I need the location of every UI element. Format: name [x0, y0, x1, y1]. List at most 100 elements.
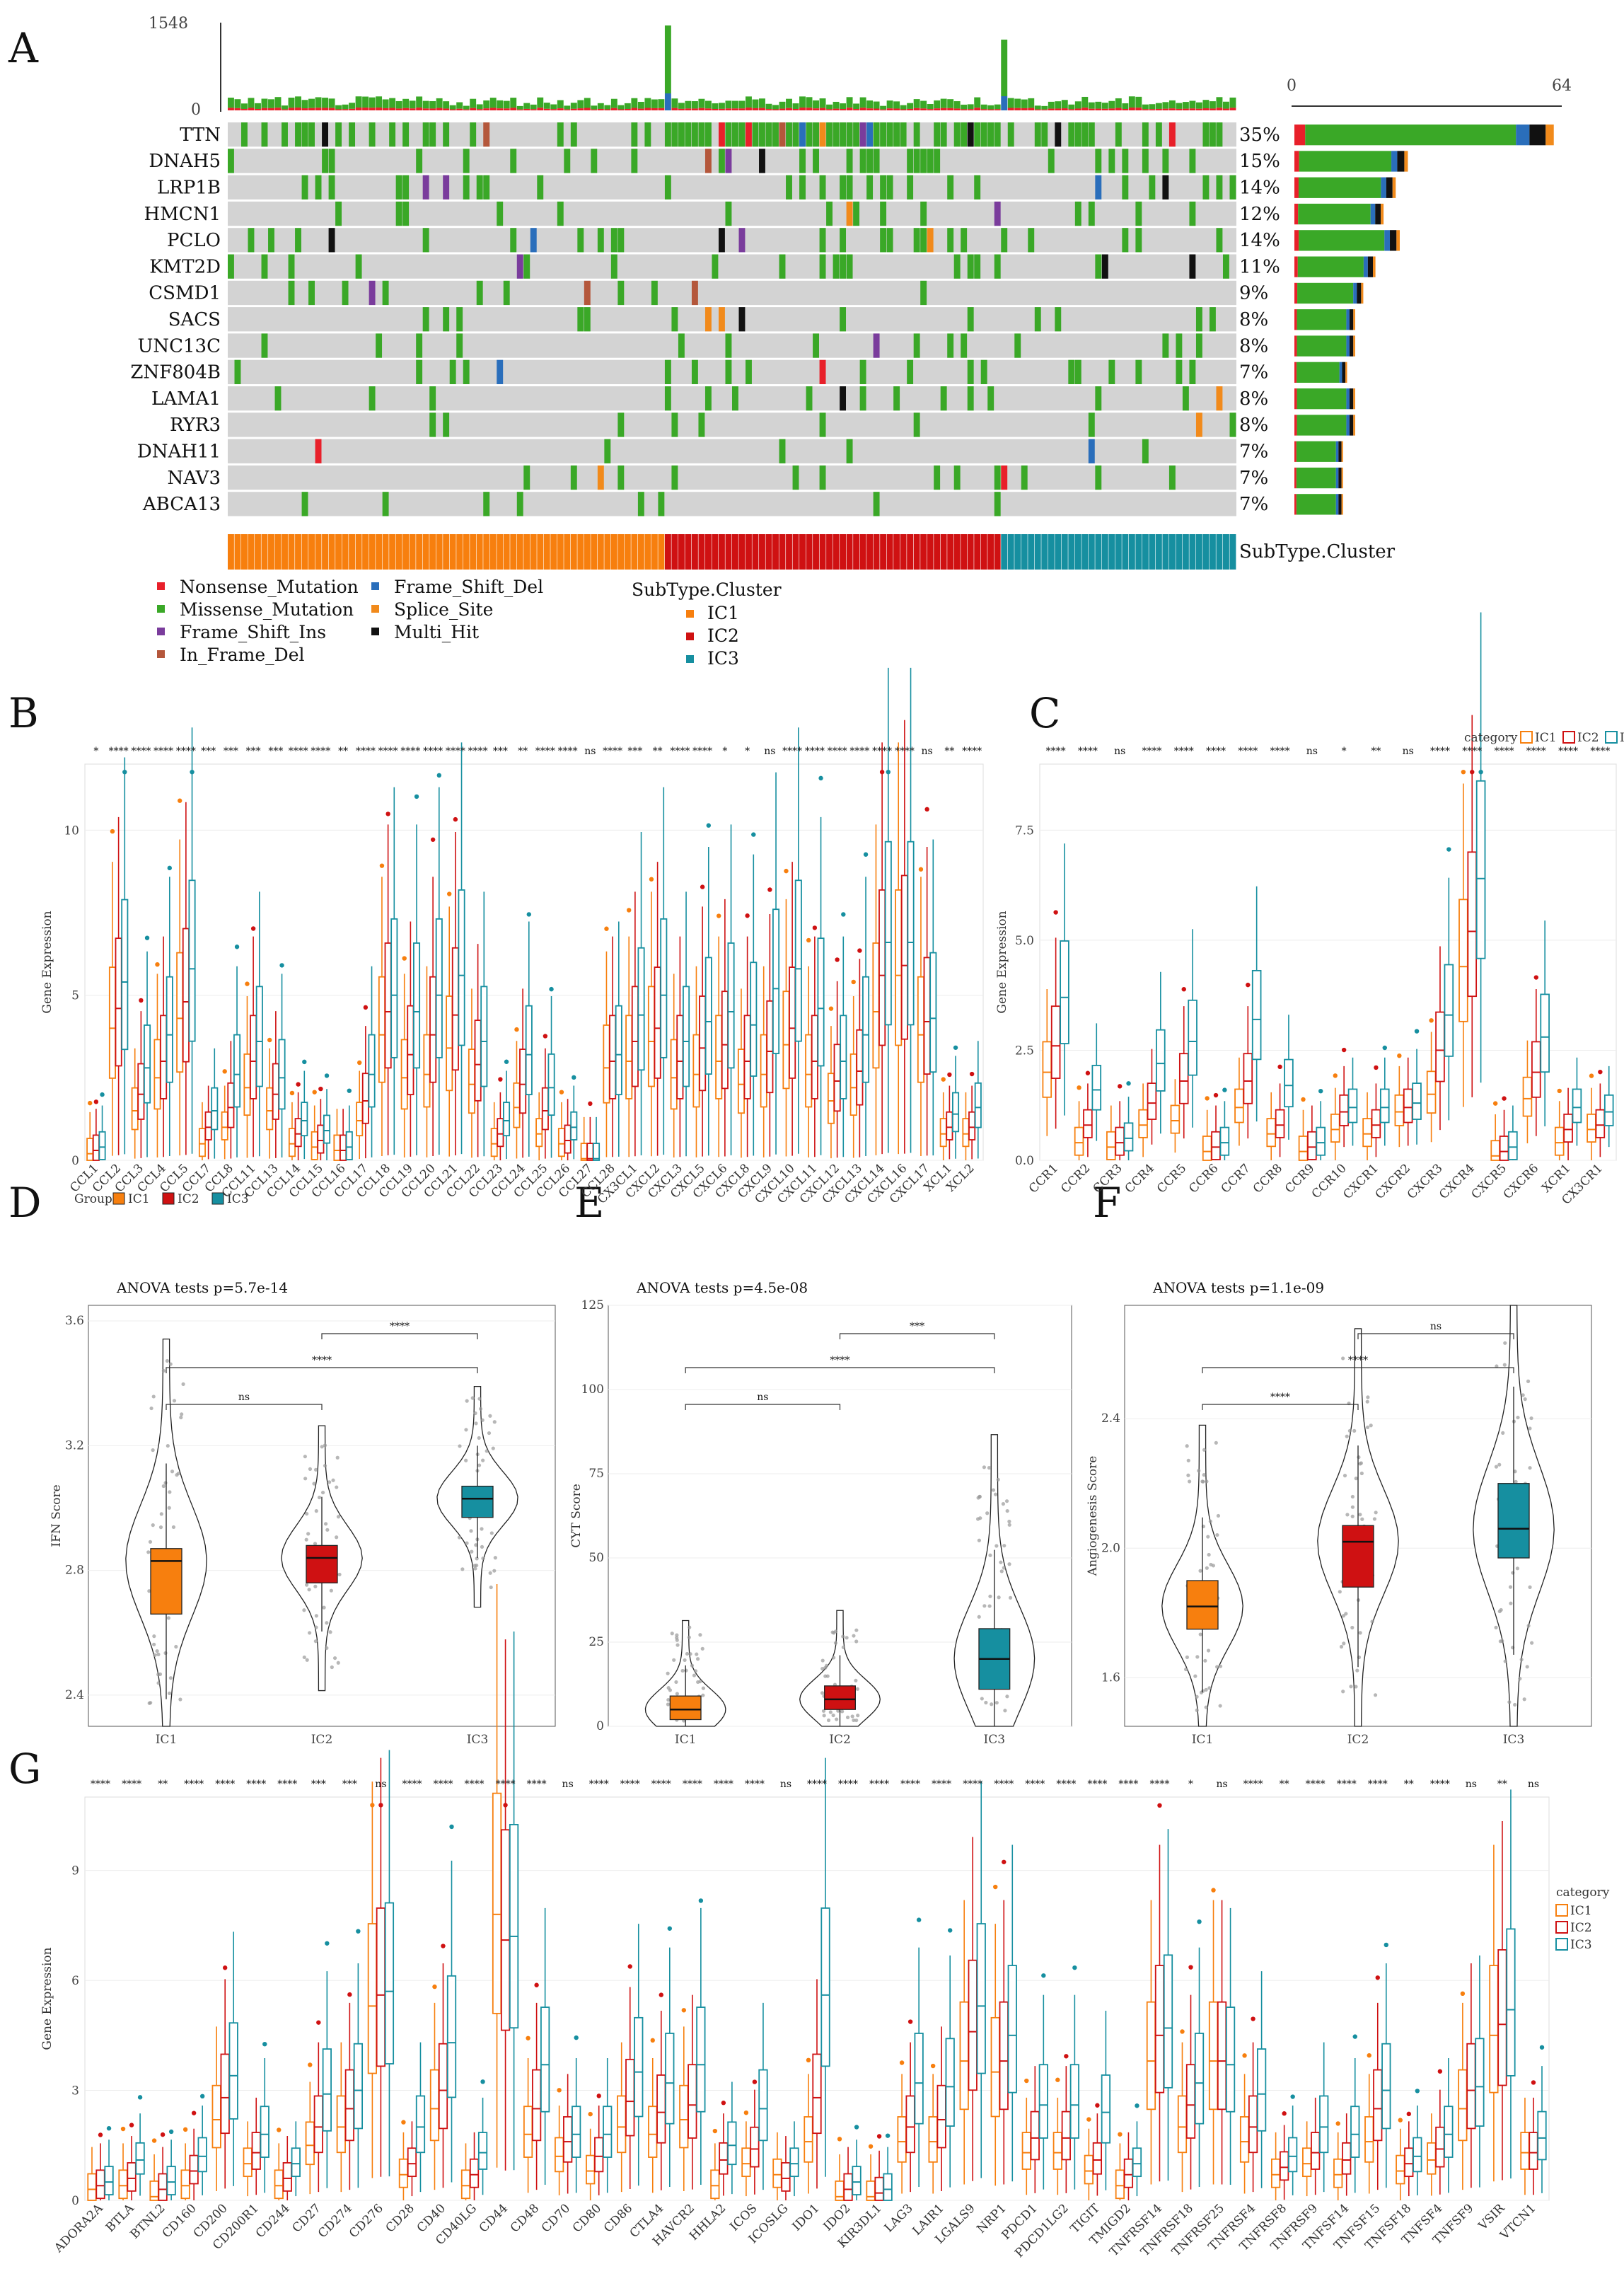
mutation-cell — [799, 122, 806, 147]
jitter-point — [307, 1588, 311, 1592]
box-IC2 — [609, 1015, 617, 1099]
gene-mutation-bar — [1361, 282, 1364, 304]
box-IC3 — [323, 1114, 331, 1144]
tmb-bar — [328, 98, 335, 108]
right-axis-max: 64 — [1552, 77, 1572, 95]
gene-percent: 8% — [1239, 309, 1268, 330]
jitter-point — [473, 1411, 477, 1416]
box-IC2 — [563, 2116, 573, 2163]
significance-label: * — [745, 746, 750, 757]
outlier-point — [627, 1964, 632, 1969]
jitter-point — [166, 1443, 170, 1448]
mutation-cell — [301, 122, 308, 147]
mutation-cell — [422, 307, 429, 332]
box-IC1 — [617, 2095, 627, 2154]
tmb-bar-part — [322, 108, 328, 110]
box-IC3 — [1413, 2137, 1422, 2173]
significance-label: **** — [1243, 1779, 1263, 1790]
box-IC1 — [872, 942, 880, 1069]
legend-swatch — [1555, 1921, 1568, 1934]
box-IC1 — [1587, 1113, 1596, 1143]
jitter-point — [1341, 1614, 1346, 1618]
box-IC1 — [1084, 2154, 1094, 2185]
gene-percent: 35% — [1239, 125, 1280, 146]
mutation-cell — [913, 149, 920, 173]
outlier-point — [1478, 770, 1483, 775]
tmb-bar-part — [1115, 108, 1122, 110]
box-IC1 — [288, 1128, 296, 1157]
outlier-point — [1429, 1018, 1434, 1023]
box-IC2 — [1083, 1109, 1093, 1138]
significance-label: **** — [1526, 746, 1546, 757]
jitter-point — [1365, 1399, 1369, 1404]
mutation-cell — [463, 149, 470, 173]
jitter-point — [1515, 1566, 1520, 1571]
jitter-point — [1350, 1514, 1355, 1518]
mutation-cell — [840, 122, 847, 147]
jitter-point — [1497, 1462, 1502, 1467]
mutation-cell — [1055, 307, 1062, 332]
box-IC2 — [656, 2074, 666, 2144]
jitter-point — [335, 1535, 339, 1540]
tmb-bar — [873, 101, 880, 109]
gene-label: HMCN1 — [144, 204, 221, 225]
tmb-bar — [765, 103, 772, 110]
box-IC1 — [772, 2158, 782, 2188]
jitter-point — [854, 1628, 859, 1632]
box-IC1 — [917, 976, 924, 1083]
cluster-cell — [1135, 534, 1142, 570]
mutation-cell — [617, 280, 625, 306]
tmb-bar-part — [746, 108, 752, 110]
tmb-bar-part — [940, 108, 947, 110]
y-tick-label: 2.4 — [65, 1688, 84, 1702]
box-IC1 — [336, 2095, 346, 2154]
mutation-cell — [395, 201, 402, 226]
jitter-point — [1004, 1499, 1009, 1503]
jitter-point — [831, 1713, 835, 1718]
mutation-cell — [402, 175, 410, 200]
jitter-point — [835, 1717, 839, 1721]
outlier-point — [947, 1928, 953, 1933]
mutation-cell — [328, 175, 335, 200]
jitter-point — [303, 1477, 308, 1481]
significance-label: ns — [1466, 1779, 1477, 1790]
jitter-point — [1205, 1566, 1209, 1570]
mutation-cell — [349, 122, 356, 147]
jitter-point — [167, 1691, 172, 1696]
box-IC2 — [781, 2162, 791, 2192]
jitter-point — [1373, 1693, 1378, 1697]
jitter-point — [1197, 1469, 1201, 1473]
panel-label-f: F — [1093, 1179, 1121, 1227]
jitter-point — [1350, 1505, 1355, 1509]
mutation-cell — [1189, 359, 1196, 384]
box-IC1 — [1138, 1109, 1148, 1138]
gene-mutation-bar — [1341, 441, 1343, 462]
mutation-cell — [752, 122, 759, 147]
jitter-point — [1530, 1641, 1534, 1645]
gene-mutation-bar — [1297, 309, 1347, 330]
mutation-cell — [1001, 465, 1008, 490]
tmb-bar-part — [685, 108, 692, 110]
gene-mutation-bar — [1384, 230, 1391, 251]
box-IC3 — [211, 1087, 219, 1131]
cluster-cell — [1229, 534, 1236, 570]
mutation-cell — [322, 149, 328, 173]
jitter-point — [690, 1663, 695, 1668]
x-tick-label: CD48 — [508, 2201, 542, 2235]
gene-mutation-bar — [1297, 362, 1340, 383]
gene-mutation-bar — [1396, 230, 1400, 251]
jitter-point — [1338, 1590, 1342, 1594]
mutation-cell — [416, 359, 423, 384]
tmb-bar-part — [920, 108, 927, 110]
outlier-point — [930, 2063, 936, 2069]
box-IC2 — [519, 1049, 527, 1114]
gene-mutation-bar — [1297, 335, 1347, 357]
legend-label: Frame_Shift_Del — [394, 577, 543, 597]
significance-label: **** — [1270, 746, 1290, 757]
tmb-bar — [866, 100, 874, 109]
tmb-bar — [1229, 97, 1236, 108]
tmb-bar — [1149, 104, 1156, 110]
legend-swatch — [371, 628, 379, 635]
outlier-point — [667, 1926, 673, 1931]
gene-mutation-bar — [1297, 256, 1364, 277]
